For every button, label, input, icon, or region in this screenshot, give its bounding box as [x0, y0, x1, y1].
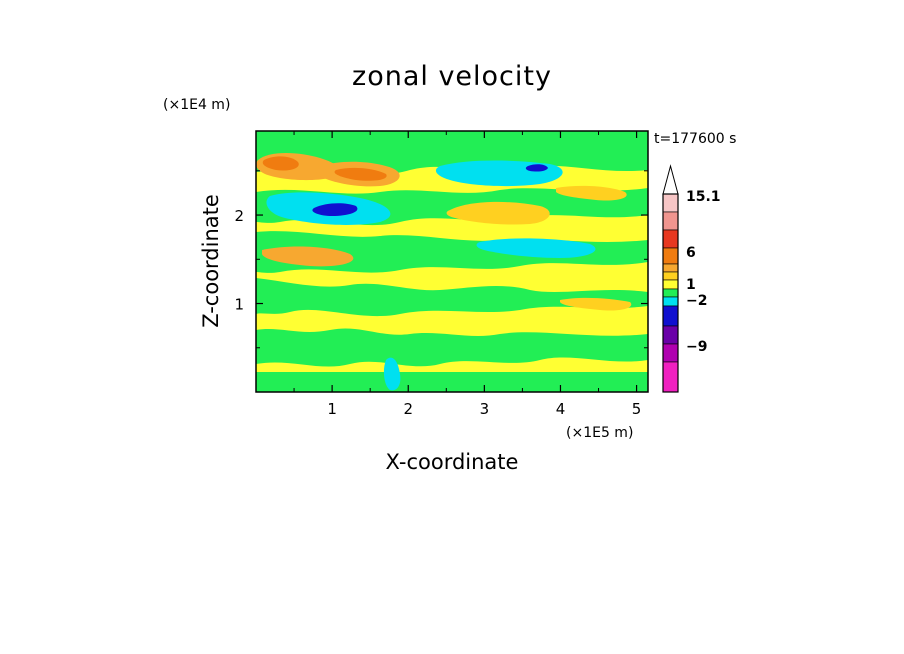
colorbar-label: 15.1: [686, 189, 721, 205]
x-tick-label: 5: [632, 400, 642, 418]
x-tick-label: 1: [327, 400, 337, 418]
colorbar-label: −2: [686, 293, 707, 309]
colorbar-segment: [662, 193, 679, 213]
colorbar-segment: [662, 279, 679, 290]
colorbar-segment: [662, 271, 679, 281]
colorbar-frame: [662, 193, 679, 393]
colorbar-segment: [662, 288, 679, 298]
colorbar-segment: [662, 296, 679, 307]
time-label: t=177600 s: [654, 131, 736, 147]
x-tick-label: 3: [480, 400, 490, 418]
velocity-field: [256, 131, 648, 392]
x-tick-label: 2: [403, 400, 413, 418]
colorbar-label: 1: [686, 277, 696, 293]
colorbar-label: 6: [686, 245, 696, 261]
y-tick-label: 1: [234, 296, 244, 314]
colorbar-segment: [662, 361, 679, 393]
colorbar-segment: [662, 305, 679, 327]
x-scale-note: (×1E5 m): [566, 425, 633, 441]
colorbar-segment: [662, 343, 679, 363]
colorbar-segment: [662, 325, 679, 345]
y-tick-label: 2: [234, 207, 244, 225]
plot-frame: [255, 130, 649, 393]
colorbar-segment: [662, 229, 679, 249]
chart-title: zonal velocity: [352, 61, 552, 92]
colorbar-segment: [662, 247, 679, 265]
y-axis: 12: [234, 170, 648, 349]
colorbar-extend-arrow: [662, 164, 679, 195]
colorbar-segment: [662, 263, 679, 273]
y-axis-label: Z-coordinate: [199, 194, 223, 328]
colorbar-label: −9: [686, 339, 707, 355]
x-axis-label: X-coordinate: [386, 450, 519, 474]
colorbar-segment: [662, 211, 679, 231]
y-scale-note: (×1E4 m): [163, 97, 230, 113]
x-tick-label: 4: [556, 400, 566, 418]
colorbar: 15.1 6 1−2 −9: [662, 164, 721, 393]
x-axis: 1 2 3 4 5: [293, 131, 642, 418]
